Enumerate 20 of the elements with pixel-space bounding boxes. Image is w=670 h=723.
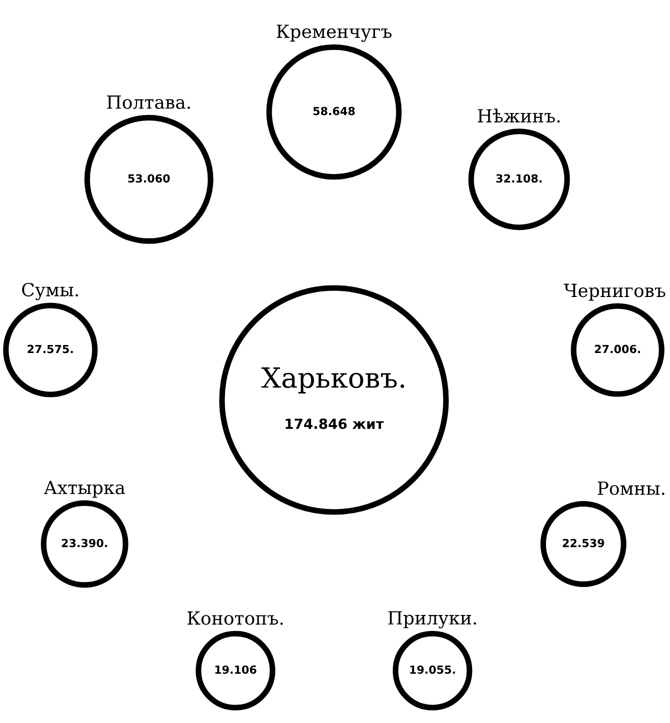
data-label: 19.055. bbox=[410, 665, 455, 674]
data-label: 23.390. bbox=[62, 538, 107, 548]
category-label: Харьковъ. bbox=[261, 367, 404, 394]
category-label: Конотопъ. bbox=[188, 611, 283, 625]
data-label: 174.846 жит bbox=[286, 418, 384, 430]
category-label: Полтава. bbox=[107, 96, 190, 109]
category-label: Прилуки. bbox=[388, 611, 476, 628]
category-label: Ромны. bbox=[598, 482, 664, 496]
category-label: Черниговъ bbox=[564, 284, 666, 301]
data-label: 53.060 bbox=[128, 174, 170, 183]
category-label: Нѣжинъ. bbox=[478, 108, 560, 123]
data-label: 22.539 bbox=[562, 538, 604, 548]
category-label: Ахтырка bbox=[44, 480, 125, 498]
category-label: Кременчугъ bbox=[276, 24, 392, 42]
data-label: 58.648 bbox=[313, 106, 355, 116]
data-label: 32.108. bbox=[496, 174, 542, 183]
data-label: 27.006. bbox=[594, 344, 640, 354]
data-label: 19.106 bbox=[215, 665, 256, 674]
data-label: 27.575. bbox=[28, 344, 73, 354]
category-label: Сумы. bbox=[22, 282, 78, 300]
